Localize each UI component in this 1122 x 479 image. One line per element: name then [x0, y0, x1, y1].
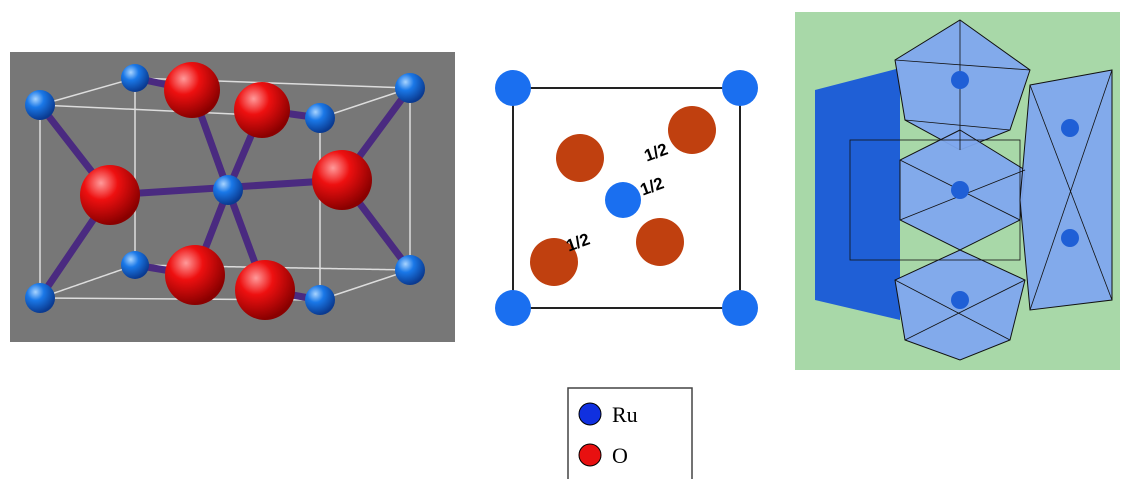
o-atoms: [530, 106, 716, 286]
legend-swatch: [578, 402, 602, 426]
legend-label: Ru: [612, 402, 638, 427]
ru-atoms: [25, 64, 425, 315]
height-label: 1/2: [638, 174, 667, 200]
projection: 1/2 1/2 1/2: [495, 70, 758, 326]
legend-swatch: [578, 443, 602, 467]
legend: Ru O: [567, 387, 693, 479]
ru-atoms: [495, 70, 758, 326]
unit-cell: [512, 87, 741, 309]
ball-stick-model: [10, 52, 455, 342]
ru-atoms: [951, 71, 1079, 309]
polyhedra-model: [795, 12, 1120, 370]
o-atoms: [80, 62, 372, 320]
octahedron: [815, 68, 900, 320]
legend-label: O: [612, 443, 628, 468]
height-label: 1/2: [642, 140, 671, 166]
height-label: 1/2: [564, 230, 593, 256]
